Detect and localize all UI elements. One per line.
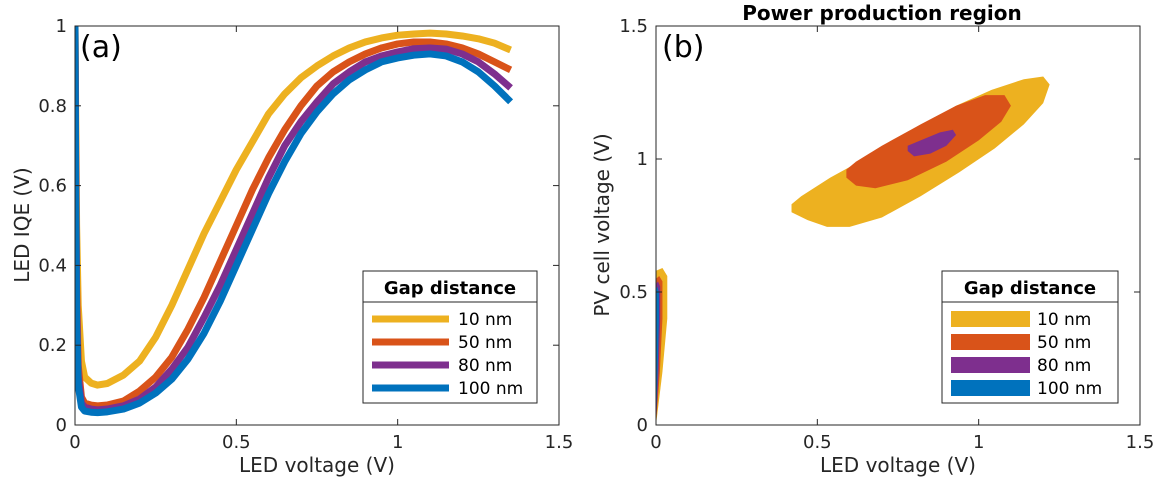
series-line-80-nm — [75, 26, 513, 414]
panel-a-legend: Gap distance 10 nm 50 nm 80 nm 100 nm — [362, 270, 538, 404]
panel-b-xtick-label: 0 — [650, 432, 661, 453]
panel-b-legend: Gap distance 10 nm 50 nm 80 nm 100 nm — [941, 270, 1119, 404]
region-lobe-100-nm — [656, 286, 659, 425]
panel-b-legend-label-100-nm: 100 nm — [1037, 379, 1102, 399]
panel-a-xtick-label: 0.5 — [222, 432, 251, 453]
region-80-nm — [907, 129, 957, 157]
panel-a-ytick-label: 0.8 — [38, 96, 67, 117]
panel-a-label: (a) — [80, 30, 122, 65]
panel-a-ytick-label: 0 — [56, 415, 67, 436]
panel-a-ytick-label: 1 — [56, 16, 67, 37]
panel-b-ticks: 0 0.5 1 1.5 0 0.5 1 1.5 — [619, 16, 1154, 453]
series-line-100-nm — [75, 26, 514, 417]
series-line-10-nm — [75, 26, 512, 389]
panel-a: 0 0.5 1 1.5 0 0.2 0.4 0.6 0.8 1 (a) LED voltage (… — [10, 16, 573, 477]
panel-a-legend-box — [362, 270, 538, 404]
panel-b-legend-label-80-nm: 80 nm — [1037, 356, 1091, 376]
panel-a-legend-label-80-nm: 80 nm — [458, 356, 512, 376]
panel-b-ytick-label: 0.5 — [619, 282, 648, 303]
panel-b-xtick-label: 0.5 — [803, 432, 832, 453]
panel-b-legend-swatch-100-nm — [951, 380, 1030, 396]
panel-b-xtick-label: 1 — [973, 432, 984, 453]
series-line-50-nm — [75, 26, 513, 410]
panel-a-xlabel: LED voltage (V) — [239, 453, 395, 477]
panel-a-legend-label-10-nm: 10 nm — [458, 310, 512, 330]
panel-b-title: Power production region — [742, 1, 1022, 25]
panel-b-xtick-label: 1.5 — [1126, 432, 1155, 453]
panel-b-ylabel: PV cell voltage (V) — [590, 133, 614, 316]
panel-b: 0 0.5 1 1.5 0 0.5 1 1.5 (b) Power production re… — [590, 1, 1154, 477]
panel-a-ytick-label: 0.4 — [38, 255, 67, 276]
panel-b-legend-label-10-nm: 10 nm — [1037, 310, 1091, 330]
panel-a-axes-box — [74, 25, 560, 426]
panel-b-ytick-label: 1 — [637, 149, 648, 170]
panel-a-legend-title: Gap distance — [384, 278, 516, 299]
panel-b-legend-swatch-80-nm — [951, 357, 1030, 373]
panel-b-ytick-label: 1.5 — [619, 16, 648, 37]
panel-b-regions — [656, 76, 1050, 425]
panel-a-xtick-label: 1 — [392, 432, 403, 453]
panel-a-plot-area — [75, 26, 514, 417]
panel-a-curves — [75, 26, 514, 417]
panel-a-xtick-label: 0 — [69, 432, 80, 453]
panel-b-legend-swatch-10-nm — [951, 311, 1030, 327]
panel-b-legend-swatch-50-nm — [951, 334, 1030, 350]
panel-a-legend-label-100-nm: 100 nm — [458, 379, 523, 399]
panel-a-ylabel: LED IQE (V) — [10, 167, 34, 282]
panel-b-legend-label-50-nm: 50 nm — [1037, 333, 1091, 353]
panel-a-ytick-label: 0.6 — [38, 176, 67, 197]
panel-b-xlabel: LED voltage (V) — [820, 453, 976, 477]
panel-a-xtick-label: 1.5 — [545, 432, 574, 453]
panel-a-ticks: 0 0.5 1 1.5 0 0.2 0.4 0.6 0.8 1 — [38, 16, 573, 453]
panel-b-label: (b) — [662, 30, 704, 65]
panel-b-plot-area — [656, 76, 1050, 425]
panel-b-axes-box — [655, 25, 1141, 426]
panel-b-legend-title: Gap distance — [964, 278, 1096, 299]
panel-a-legend-label-50-nm: 50 nm — [458, 333, 512, 353]
panel-b-ytick-label: 0 — [637, 415, 648, 436]
panel-a-ytick-label: 0.2 — [38, 335, 67, 356]
